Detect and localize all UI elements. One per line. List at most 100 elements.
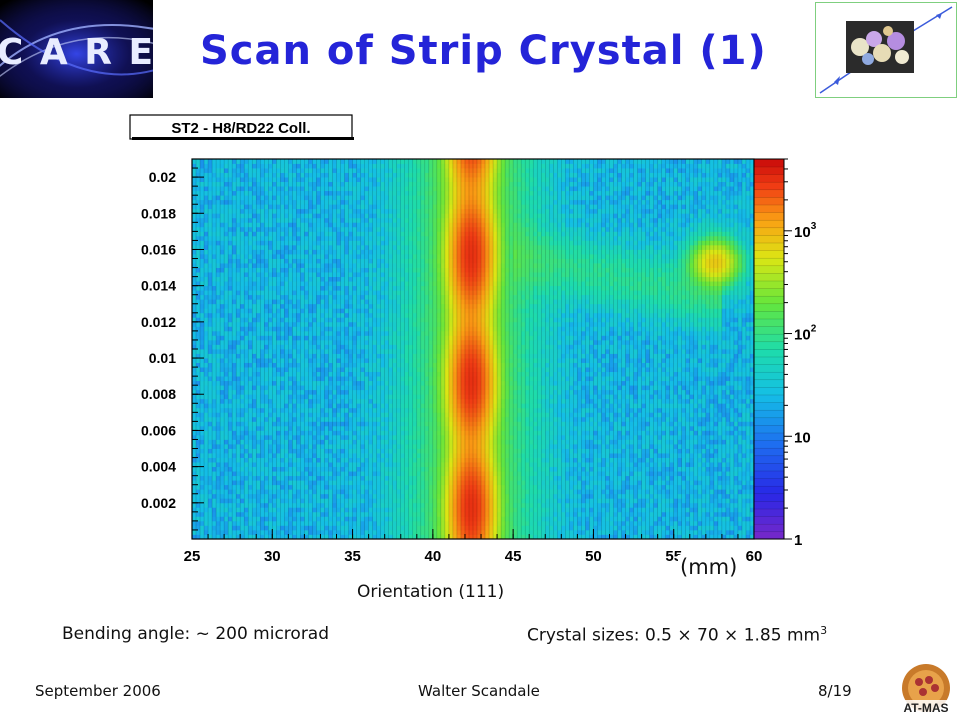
heatmap-cell	[200, 511, 205, 517]
heatmap-cell	[424, 358, 430, 363]
heatmap-cell	[196, 177, 201, 183]
heatmap-cell	[324, 389, 329, 395]
heatmap-cell	[192, 330, 197, 336]
heatmap-cell	[220, 489, 225, 495]
heatmap-cell	[200, 339, 205, 345]
heatmap-cell	[260, 244, 265, 250]
heatmap-cell	[400, 226, 406, 232]
heatmap-cell	[392, 235, 398, 241]
heatmap-cell	[340, 249, 345, 255]
heatmap-cell	[384, 290, 390, 296]
heatmap-cell	[352, 489, 357, 495]
heatmap-cell	[296, 471, 301, 477]
heatmap-cell	[332, 222, 337, 228]
heatmap-cell	[340, 358, 345, 363]
heatmap-cell	[316, 163, 321, 169]
heatmap-cell	[416, 439, 422, 445]
heatmap-cell	[384, 249, 390, 255]
heatmap-cell	[196, 181, 201, 187]
heatmap-cell	[360, 507, 366, 513]
heatmap-cell	[224, 421, 229, 427]
heatmap-cell	[380, 421, 386, 427]
heatmap-cell	[368, 294, 374, 300]
heatmap-cell	[268, 172, 273, 178]
heatmap-cell	[284, 511, 289, 517]
heatmap-cell	[340, 190, 345, 196]
heatmap-cell	[344, 344, 349, 350]
heatmap-cell	[380, 525, 386, 531]
heatmap-cell	[416, 249, 422, 255]
heatmap-cell	[392, 520, 398, 526]
heatmap-cell	[268, 462, 273, 468]
heatmap-cell	[260, 172, 265, 178]
heatmap-cell	[396, 407, 402, 413]
heatmap-cell	[216, 462, 221, 468]
heatmap-cell	[420, 358, 426, 363]
heatmap-cell	[384, 412, 390, 418]
heatmap-cell	[416, 186, 422, 192]
heatmap-cell	[372, 516, 378, 522]
heatmap-cell	[308, 385, 313, 391]
heatmap-cell	[304, 457, 309, 463]
heatmap-cell	[404, 222, 410, 228]
heatmap-cell	[292, 367, 297, 373]
heatmap-cell	[256, 516, 261, 522]
heatmap-cell	[424, 498, 430, 504]
heatmap-cell	[248, 376, 253, 382]
heatmap-cell	[208, 457, 213, 463]
heatmap-cell	[312, 213, 317, 219]
heatmap-cell	[244, 163, 249, 169]
heatmap-cell	[380, 285, 386, 291]
heatmap-cell	[232, 529, 237, 535]
heatmap-cell	[220, 204, 225, 210]
heatmap-cell	[428, 507, 434, 513]
heatmap-cell	[304, 412, 309, 418]
heatmap-cell	[376, 416, 382, 422]
heatmap-cell	[332, 444, 337, 449]
heatmap-cell	[252, 444, 257, 449]
heatmap-cell	[396, 367, 402, 373]
heatmap-cell	[364, 263, 370, 268]
heatmap-cell	[260, 480, 265, 486]
heatmap-cell	[420, 186, 426, 192]
heatmap-cell	[352, 177, 357, 183]
heatmap-cell	[264, 235, 269, 241]
heatmap-cell	[320, 534, 325, 540]
heatmap-cell	[392, 511, 398, 517]
heatmap-cell	[396, 412, 402, 418]
heatmap-cell	[264, 258, 269, 264]
heatmap-cell	[196, 439, 201, 445]
heatmap-cell	[196, 249, 201, 255]
heatmap-cell	[416, 529, 422, 535]
heatmap-cell	[260, 525, 265, 531]
heatmap-cell	[352, 403, 357, 409]
heatmap-cell	[288, 498, 293, 504]
heatmap-cell	[308, 168, 313, 173]
heatmap-cell	[344, 281, 349, 287]
heatmap-cell	[204, 195, 209, 201]
heatmap-cell	[332, 240, 337, 246]
heatmap-cell	[192, 516, 197, 522]
heatmap-cell	[404, 240, 410, 246]
heatmap-cell	[196, 235, 201, 241]
heatmap-cell	[320, 525, 325, 531]
heatmap-cell	[352, 294, 357, 300]
heatmap-cell	[196, 362, 201, 368]
heatmap-cell	[236, 516, 241, 522]
heatmap-cell	[268, 204, 273, 210]
heatmap-cell	[416, 466, 422, 472]
heatmap-cell	[216, 394, 221, 400]
heatmap-cell	[244, 335, 249, 341]
heatmap-cell	[292, 299, 297, 305]
heatmap-cell	[240, 349, 245, 354]
heatmap-cell	[328, 317, 333, 323]
heatmap-cell	[260, 371, 265, 377]
heatmap-cell	[288, 353, 293, 359]
heatmap-cell	[404, 502, 410, 508]
heatmap-cell	[204, 480, 209, 486]
heatmap-cell	[344, 407, 349, 413]
heatmap-cell	[332, 407, 337, 413]
heatmap-cell	[320, 430, 325, 436]
heatmap-cell	[344, 358, 349, 363]
heatmap-cell	[360, 254, 366, 259]
